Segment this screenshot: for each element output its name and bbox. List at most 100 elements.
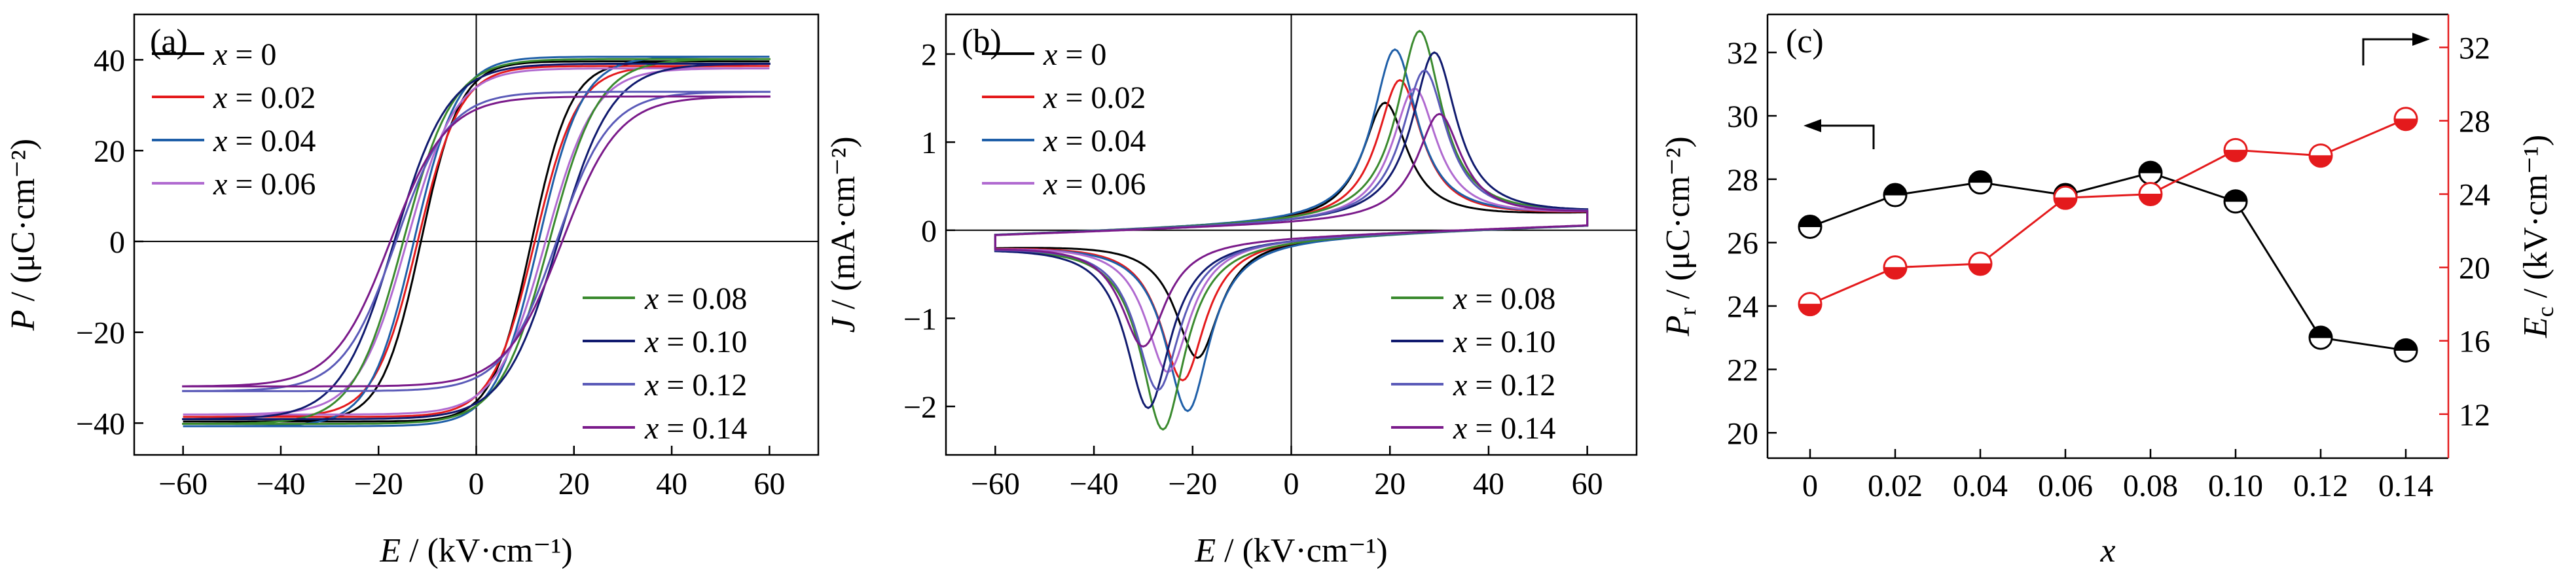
x-tick-label: −20	[354, 467, 403, 501]
data-point-Pr	[2308, 325, 2333, 350]
y-right-tick-label: 32	[2459, 31, 2490, 65]
marker-half-fill	[2139, 194, 2162, 206]
x-tick-label: 0	[469, 467, 484, 501]
marker-half-fill	[1883, 267, 1907, 279]
legend-label: x = 0	[213, 37, 276, 72]
legend-label: x = 0.14	[1453, 411, 1555, 446]
marker-half-fill	[2394, 118, 2418, 131]
y-left-tick-label: 20	[1727, 416, 1758, 451]
series-loop-x012	[182, 90, 771, 393]
x-tick-label: −40	[1070, 467, 1119, 501]
x-tick-label: 0.06	[2038, 469, 2093, 503]
legend-label: x = 0.12	[644, 368, 747, 403]
arrow-head	[2412, 33, 2430, 46]
data-point-Pr	[1883, 183, 1908, 207]
legend-label: x = 0.04	[1043, 124, 1146, 158]
y-right-tick-label: 20	[2459, 251, 2490, 286]
left-axis-arrow	[1804, 119, 1875, 149]
x-tick-label: 0.14	[2378, 469, 2433, 503]
series-loop-x004	[183, 56, 770, 427]
data-point-Ec	[2223, 137, 2248, 162]
marker-half-fill	[1798, 215, 1822, 227]
x-tick-label: 40	[656, 467, 687, 501]
arrow-shaft	[1817, 124, 1875, 149]
legend-label: x = 0.06	[213, 167, 316, 202]
x-tick-label: −40	[256, 467, 305, 501]
x-tick-label: −20	[1168, 467, 1217, 501]
y-tick-label: 20	[94, 134, 125, 169]
y-left-tick-label: 26	[1727, 226, 1758, 261]
x-tick-label: 0	[1802, 469, 1818, 503]
legend-label: x = 0.02	[213, 81, 316, 115]
x-axis-title: E / (kV·cm⁻¹)	[1194, 532, 1387, 569]
y-tick-label: −40	[76, 406, 125, 441]
y-left-tick-label: 22	[1727, 353, 1758, 387]
y-right-tick-label: 24	[2459, 178, 2490, 213]
marker-half-fill	[2054, 197, 2077, 209]
legend-label: x = 0.06	[1043, 167, 1146, 202]
data-point-Ec	[2308, 143, 2333, 168]
y-tick-label: 1	[921, 126, 937, 160]
x-tick-label: −60	[158, 467, 208, 501]
y-axis-title: J / (mA·cm⁻²)	[825, 136, 862, 332]
series-line-Pr	[1809, 171, 2406, 351]
x-tick-label: −60	[971, 467, 1020, 501]
y-left-tick-label: 32	[1727, 36, 1758, 71]
x-axis-title: x	[2099, 532, 2115, 569]
marker-half-fill	[2394, 338, 2418, 351]
x-tick-label: 20	[1374, 467, 1406, 501]
marker-half-fill	[1968, 263, 1992, 276]
y-tick-label: 0	[109, 225, 125, 260]
x-tick-label: 60	[1572, 467, 1603, 501]
legend-label: x = 0.12	[1453, 368, 1555, 403]
x-tick-label: 40	[1473, 467, 1504, 501]
legend-label: x = 0	[1043, 37, 1106, 72]
x-tick-label: 60	[753, 467, 785, 501]
y-left-tick-label: 24	[1727, 290, 1758, 325]
right-axis-arrow	[2362, 33, 2430, 65]
series-loop-x010	[182, 62, 771, 420]
data-point-Pr	[2223, 189, 2248, 214]
data-point-Ec	[1798, 292, 1823, 317]
data-point-Ec	[2053, 185, 2078, 210]
y-tick-label: 0	[921, 214, 937, 249]
series-loop-x008	[182, 58, 771, 425]
data-point-Pr	[2138, 160, 2163, 185]
legend-label: x = 0.10	[1453, 325, 1555, 359]
series-line-Ec	[1809, 118, 2406, 306]
y-right-tick-label: 12	[2459, 398, 2490, 433]
series-curve-x014	[994, 113, 1589, 348]
arrow-shaft	[2362, 38, 2416, 65]
arrow-head	[1804, 119, 1821, 132]
data-point-Pr	[1968, 170, 1993, 195]
x-tick-label: 20	[558, 467, 590, 501]
series-loop-x0	[183, 60, 770, 423]
x-tick-label: 0.04	[1953, 469, 2008, 503]
marker-half-fill	[1883, 183, 1907, 196]
panel-c-pr-ec-chart: 0 0.02 0.04 0.06 0.08 0.10 0.12 0.14 20 22 24 26 28 3…	[1660, 13, 2558, 569]
y-right-axis-title: Ec / (kV·cm⁻¹)	[2517, 135, 2558, 338]
marker-half-fill	[2309, 326, 2332, 338]
y-axis-title: P / (μC·cm⁻²)	[5, 139, 42, 331]
y-tick-label: 2	[921, 38, 937, 73]
marker-half-fill	[1968, 171, 1992, 183]
series-loop-x006	[183, 67, 770, 416]
x-tick-label: 0	[1284, 467, 1299, 501]
data-point-Ec	[1883, 255, 1908, 280]
x-tick-label: 0.02	[1868, 469, 1923, 503]
legend-label: x = 0.08	[1453, 281, 1555, 316]
marker-half-fill	[1798, 304, 1822, 316]
y-right-tick-label: 16	[2459, 325, 2490, 359]
series-loop-x002	[183, 65, 770, 418]
legend-label: x = 0.04	[213, 124, 316, 158]
marker-half-fill	[2224, 190, 2247, 202]
data-point-Pr	[1798, 214, 1823, 239]
panel-b-current-chart: −60 −40 −20 0 20 40 60 −2 −1 0 1 2 E / (kV·cm⁻¹) J / …	[825, 13, 1638, 569]
y-tick-label: −2	[903, 390, 937, 425]
y-tick-label: 40	[94, 43, 125, 78]
legend-label: x = 0.02	[1043, 81, 1146, 115]
marker-half-fill	[2224, 149, 2247, 162]
x-axis-title: E / (kV·cm⁻¹)	[379, 532, 572, 569]
data-point-Pr	[2393, 338, 2418, 363]
y-tick-label: −1	[903, 302, 937, 336]
